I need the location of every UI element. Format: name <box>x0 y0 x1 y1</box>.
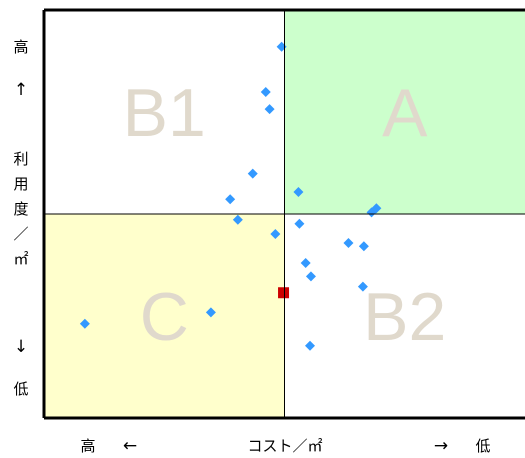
y-axis-label-char: 利 <box>13 150 28 168</box>
quadrant-labels: A B1 C B2 <box>123 75 447 355</box>
data-point <box>293 186 304 197</box>
quadrant-b1-label: B1 <box>123 75 206 151</box>
y-axis-label-char: ／ <box>13 225 28 243</box>
data-point <box>270 228 281 239</box>
y-axis-bottom-label: 低 <box>13 380 28 398</box>
data-point <box>260 87 271 98</box>
data-point <box>343 237 354 248</box>
y-axis-up-arrow: ↑ <box>14 80 28 100</box>
y-axis-down-arrow: ↓ <box>14 337 28 357</box>
highlight-point <box>278 287 290 299</box>
quadrant-a-area <box>284 10 525 214</box>
x-axis-left-arrow: ← <box>123 436 137 456</box>
quadrant-b2-area <box>284 214 525 418</box>
data-points <box>79 41 382 351</box>
data-point <box>79 318 90 329</box>
data-point <box>371 203 382 214</box>
data-point <box>294 218 305 229</box>
data-point <box>232 214 243 225</box>
y-axis-label: 利用度 ／ ㎡ <box>13 150 28 268</box>
quadrant-a-label: A <box>382 75 428 151</box>
x-axis-left-label: 高 <box>80 437 95 455</box>
plot-frame <box>42 8 525 420</box>
data-point <box>264 104 275 115</box>
data-point <box>300 257 311 268</box>
data-point <box>305 271 316 282</box>
y-axis-label-char: ㎡ <box>13 250 28 268</box>
data-point <box>357 281 368 292</box>
y-axis-label-char: 用 <box>13 175 28 193</box>
x-axis-right-arrow: → <box>434 436 448 456</box>
quadrant-backgrounds <box>44 10 525 418</box>
data-point <box>358 241 369 252</box>
data-point <box>225 194 236 205</box>
x-axis-label: コスト／㎡ <box>247 437 322 455</box>
data-point <box>247 168 258 179</box>
data-point <box>205 307 216 318</box>
quadrant-c-label: C <box>140 279 189 355</box>
data-point <box>304 340 315 351</box>
quadrant-b2-label: B2 <box>363 279 446 355</box>
x-axis-right-label: 低 <box>475 437 490 455</box>
y-axis-label-char: 度 <box>13 200 28 218</box>
y-axis-top-label: 高 <box>13 38 28 56</box>
quadrant-b1-area <box>44 10 285 214</box>
quadrant-c-area <box>44 214 285 418</box>
